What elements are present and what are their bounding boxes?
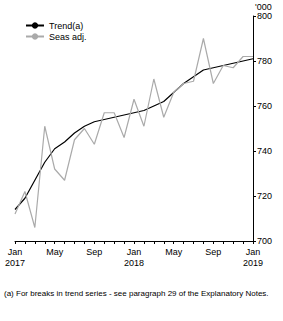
svg-text:2017: 2017 bbox=[5, 258, 25, 268]
svg-text:800: 800 bbox=[257, 11, 272, 21]
svg-text:720: 720 bbox=[257, 191, 272, 201]
svg-text:May: May bbox=[46, 247, 64, 257]
svg-text:760: 760 bbox=[257, 101, 272, 111]
svg-text:2018: 2018 bbox=[124, 258, 144, 268]
svg-text:May: May bbox=[165, 247, 183, 257]
svg-text:780: 780 bbox=[257, 56, 272, 66]
svg-text:Sep: Sep bbox=[86, 247, 102, 257]
svg-text:700: 700 bbox=[257, 236, 272, 246]
svg-text:Jan: Jan bbox=[8, 247, 23, 257]
svg-text:740: 740 bbox=[257, 146, 272, 156]
svg-text:'000: '000 bbox=[255, 2, 272, 13]
svg-text:Jan: Jan bbox=[127, 247, 142, 257]
svg-text:Trend(a): Trend(a) bbox=[49, 21, 83, 31]
svg-text:2019: 2019 bbox=[243, 258, 263, 268]
svg-text:Jan: Jan bbox=[246, 247, 261, 257]
svg-text:(a) For breaks in trend series: (a) For breaks in trend series - see par… bbox=[4, 289, 269, 298]
svg-text:Sep: Sep bbox=[205, 247, 221, 257]
svg-text:Seas adj.: Seas adj. bbox=[49, 32, 87, 42]
